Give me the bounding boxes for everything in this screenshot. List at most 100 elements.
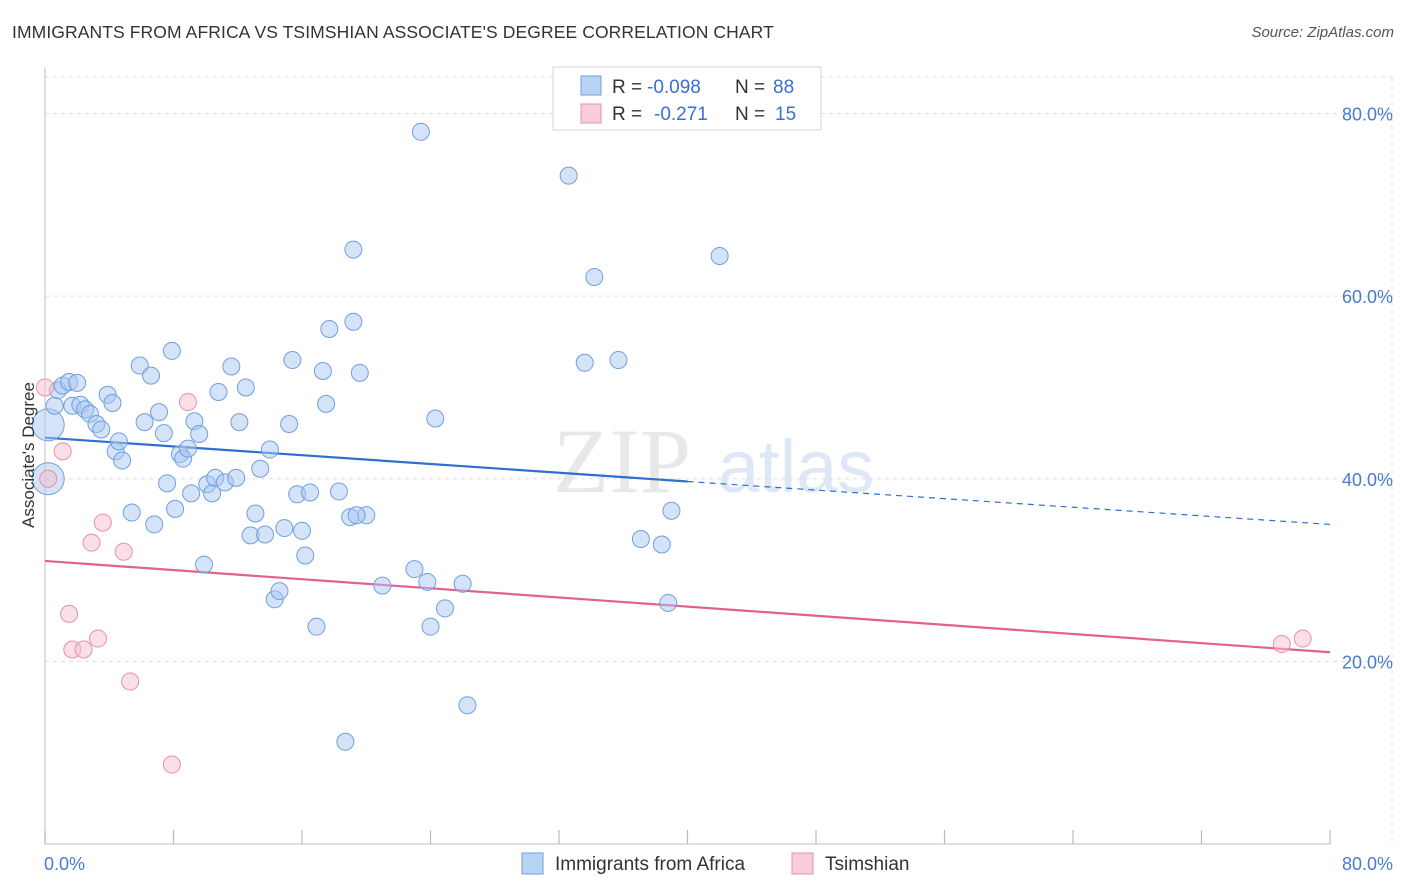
africa-point-7 (68, 373, 87, 392)
watermark-zip: ZIP (553, 410, 691, 512)
africa-point-56 (296, 546, 315, 565)
africa-point-78 (336, 732, 355, 751)
legend-n-label-tsimshian: N = (735, 104, 765, 125)
africa-point-68 (405, 560, 424, 579)
africa-point-65 (350, 363, 369, 382)
trend-lines (44, 436, 1331, 654)
y-tick-label-0: 20.0% (1342, 652, 1393, 672)
africa-point-27 (166, 499, 185, 518)
africa-point-48 (260, 440, 279, 459)
legend-r-value-tsimshian: -0.271 (654, 104, 708, 125)
africa-point-24 (154, 424, 173, 443)
africa-point-33 (190, 425, 209, 444)
africa-point-50 (270, 582, 289, 601)
africa-point-77 (347, 506, 366, 525)
y-tick-label-2: 60.0% (1342, 287, 1393, 307)
africa-point-67 (373, 576, 392, 595)
legend-n-label-africa: N = (735, 77, 765, 98)
chart-title: IMMIGRANTS FROM AFRICA VS TSIMSHIAN ASSO… (12, 22, 774, 42)
africa-point-84 (652, 535, 671, 554)
africa-point-69 (411, 122, 430, 141)
africa-point-53 (283, 351, 302, 370)
tsimshian-point-9 (114, 542, 133, 561)
africa-point-22 (145, 515, 164, 534)
tsimshian-point-7 (89, 629, 108, 648)
africa-point-12 (92, 420, 111, 439)
africa-point-59 (313, 362, 332, 381)
bottom-legend-label-africa: Immigrants from Africa (555, 854, 745, 875)
y-tick-label-3: 80.0% (1342, 105, 1393, 125)
tsimshian-point-12 (178, 393, 197, 412)
africa-point-87 (710, 246, 729, 265)
africa-point-2 (45, 396, 64, 415)
africa-point-81 (585, 267, 604, 286)
africa-point-58 (307, 617, 326, 636)
africa-point-17 (113, 451, 132, 470)
africa-point-26 (162, 341, 181, 360)
africa-point-30 (178, 439, 197, 458)
africa-point-82 (609, 351, 628, 370)
africa-point-47 (256, 525, 275, 544)
trend-line-0 (44, 436, 688, 483)
africa-point-76 (344, 240, 363, 259)
africa-point-80 (575, 353, 594, 372)
africa-point-83 (631, 530, 650, 549)
africa-point-46 (251, 459, 270, 478)
legend-r-label-africa: R = (612, 77, 642, 98)
africa-point-71 (421, 617, 440, 636)
africa-point-14 (103, 393, 122, 412)
tsimshian-point-14 (1293, 629, 1312, 648)
africa-point-18 (122, 503, 141, 522)
watermark: ZIP atlas (553, 410, 874, 512)
tsimshian-point-1 (39, 469, 58, 488)
africa-point-75 (458, 696, 477, 715)
africa-point-21 (142, 366, 161, 385)
tsimshian-point-6 (82, 533, 101, 552)
watermark-atlas: atlas (718, 425, 874, 508)
x-tick-label-1: 80.0% (1342, 854, 1393, 874)
y-tick-labels: 20.0% 40.0% 60.0% 80.0% (1342, 105, 1393, 673)
africa-point-52 (280, 414, 299, 433)
legend-r-value-africa: -0.098 (647, 77, 701, 98)
africa-point-61 (320, 320, 339, 339)
tsimshian-point-8 (93, 513, 112, 532)
africa-point-42 (230, 413, 249, 432)
axes (44, 67, 1331, 845)
africa-point-25 (158, 474, 177, 493)
africa-point-62 (329, 482, 348, 501)
africa-point-74 (453, 574, 472, 593)
tsimshian-point-2 (53, 442, 72, 461)
trend-line-extension-0 (687, 480, 1331, 526)
source-label: Source: ZipAtlas.com (1251, 24, 1394, 41)
legend-swatch-africa (580, 75, 602, 96)
legend-n-value-africa: 88 (773, 77, 794, 98)
africa-point-85 (659, 593, 678, 612)
tsimshian-point-3 (60, 604, 79, 623)
africa-point-19 (130, 356, 149, 375)
y-tick-label-1: 40.0% (1342, 470, 1393, 490)
tsimshian-point-10 (121, 672, 140, 691)
legend-n-value-tsimshian: 15 (775, 104, 796, 125)
africa-point-23 (150, 403, 169, 422)
africa-point-86 (662, 501, 681, 520)
legend-swatch-tsimshian (580, 103, 602, 124)
africa-point-70 (418, 572, 437, 591)
tsimshian-point-5 (74, 640, 93, 659)
africa-point-79 (559, 166, 578, 185)
africa-point-51 (275, 519, 294, 538)
africa-point-40 (222, 357, 241, 376)
tsimshian-point-13 (1272, 635, 1291, 654)
bottom-legend-swatch-tsimshian (791, 852, 814, 875)
africa-point-31 (182, 484, 201, 503)
africa-point-64 (344, 312, 363, 331)
trend-line-1 (44, 559, 1331, 654)
x-tick-labels: 0.0% 80.0% (44, 854, 1393, 874)
bottom-legend-label-tsimshian: Tsimshian (825, 854, 909, 875)
tsimshian-point-11 (162, 755, 181, 774)
bottom-legend-swatch-africa (521, 852, 544, 875)
x-tick-label-0: 0.0% (44, 854, 85, 874)
africa-point-55 (293, 521, 311, 540)
tsimshian-point-0 (36, 378, 54, 397)
data-points (31, 122, 1312, 774)
